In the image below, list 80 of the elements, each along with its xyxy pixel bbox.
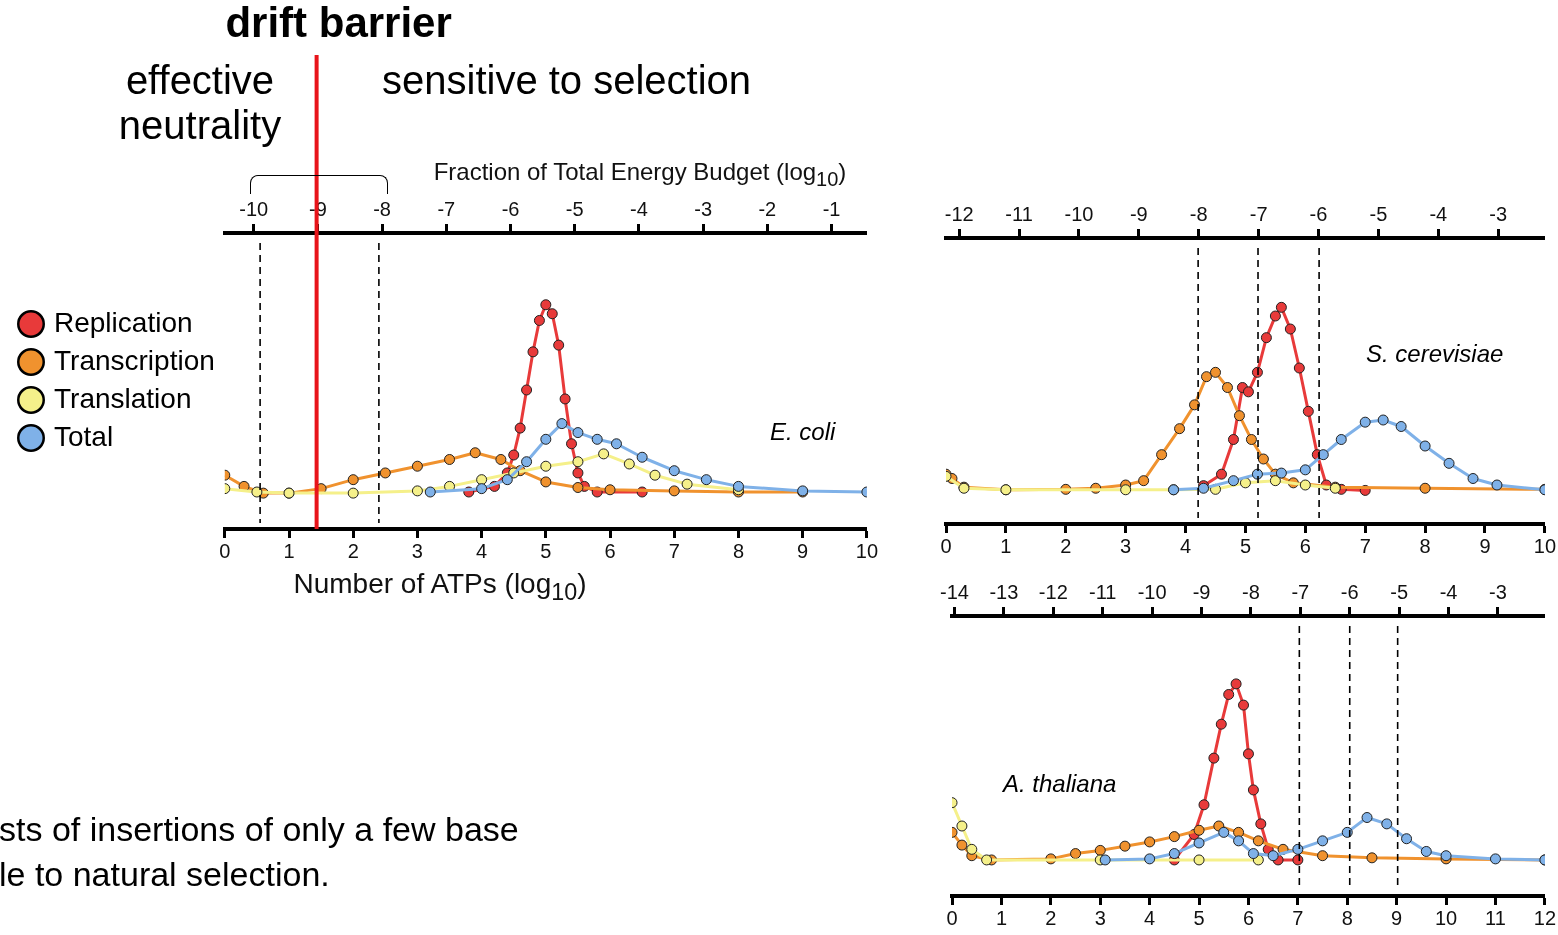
x-tick-label: 7 [1359,534,1371,557]
x2-axis-title: Fraction of Total Energy Budget (log$_{10}$) [433,158,847,191]
x-tick-label: 5 [540,539,552,562]
legend-label: Total [54,420,114,452]
text: sts of insertions of only a few base [0,810,519,849]
x2-tick-label: -5 [1369,202,1388,225]
x-tick-label: 7 [1292,906,1304,929]
x-tick-label: 10 [855,539,878,562]
x2-tick-label: -4 [1439,580,1458,603]
x-tick-label: 4 [1144,906,1156,929]
x2-tick-label: -9 [1129,202,1148,225]
x-tick-label: 5 [1193,906,1205,929]
x2-tick-label: -6 [1309,202,1328,225]
x2-tick-label: -12 [1038,580,1068,603]
x2-tick-label: -8 [373,197,391,220]
x-tick-label: 7 [668,539,680,562]
x2-tick-label: -3 [694,197,713,220]
x-axis-title: Number of ATPs (log$_{10}$) [293,568,587,606]
x2-tick-label: -8 [1189,202,1208,225]
x-tick-label: 8 [1341,906,1353,929]
x2-tick-label: -10 [239,197,269,220]
x2-tick-label: -2 [758,197,777,220]
x2-tick-label: -6 [501,197,520,220]
x2-tick-label: -11 [1089,580,1117,603]
x-tick-label: 12 [1533,906,1556,929]
x-tick-label: 1 [283,539,295,562]
x-tick-label: 3 [1120,534,1132,557]
x-tick-label: 3 [1094,906,1106,929]
x2-tick-label: -3 [1489,580,1507,603]
x2-tick-label: -9 [1192,580,1211,603]
x-tick-label: 10 [1533,534,1556,557]
x-tick-label: 4 [476,539,488,562]
x-tick-label: 4 [1179,534,1192,557]
x-tick-label: 9 [1391,906,1403,929]
x-tick-label: 5 [1239,534,1251,557]
x2-tick-label: -5 [1390,580,1409,603]
legend-label: Translation [54,382,192,414]
text: le to natural selection. [0,855,330,894]
x-tick-label: 2 [347,539,359,562]
x2-tick-label: -10 [1137,580,1167,603]
x-tick-label: 9 [797,539,809,562]
x-tick-label: 6 [1242,906,1255,929]
x-tick-label: 6 [1299,534,1311,557]
x2-tick-label: -7 [1291,580,1310,603]
x-tick-label: 10 [1434,906,1458,929]
ref-line-label: drift barrier [225,0,452,46]
x2-tick-label: -7 [437,197,456,220]
x2-tick-label: -4 [1429,202,1448,225]
x2-tick-label: -10 [1064,202,1094,225]
x-tick-label: 11 [1485,906,1506,929]
x2-tick-label: -13 [989,580,1019,603]
x-tick-label: 8 [732,539,745,562]
x2-tick-label: -4 [630,197,648,220]
legend-label: Replication [54,306,193,338]
x-tick-label: 1 [1000,534,1012,557]
text: sensitive to selection [382,58,752,103]
x2-tick-label: -3 [1489,202,1508,225]
x-tick-label: 9 [1479,534,1491,557]
text: effective neutrality [117,58,283,148]
x2-tick-label: -5 [565,197,584,220]
x-tick-label: 3 [411,539,423,562]
x-tick-label: 6 [604,539,616,562]
x2-tick-label: -1 [822,197,841,220]
x2-tick-label: -14 [940,580,969,603]
annotation: A. thaliana [1003,770,1117,798]
annotation: S. cerevisiae [1366,340,1504,368]
x-tick-label: 0 [219,539,231,562]
x2-tick-label: -6 [1340,580,1359,603]
x-tick-label: 1 [995,906,1008,929]
x2-tick-label: -12 [944,202,974,225]
annotation: E. coli [770,418,836,446]
x-tick-label: 0 [940,534,952,557]
x-tick-label: 2 [1045,906,1057,929]
x-tick-label: 8 [1419,534,1431,557]
x2-tick-label: -8 [1242,580,1260,603]
legend-label: Transcription [54,344,215,376]
x-tick-label: 2 [1060,534,1072,557]
x2-tick-label: -7 [1249,202,1268,225]
x2-tick-label: -11 [1005,202,1033,225]
x-tick-label: 0 [946,906,958,929]
